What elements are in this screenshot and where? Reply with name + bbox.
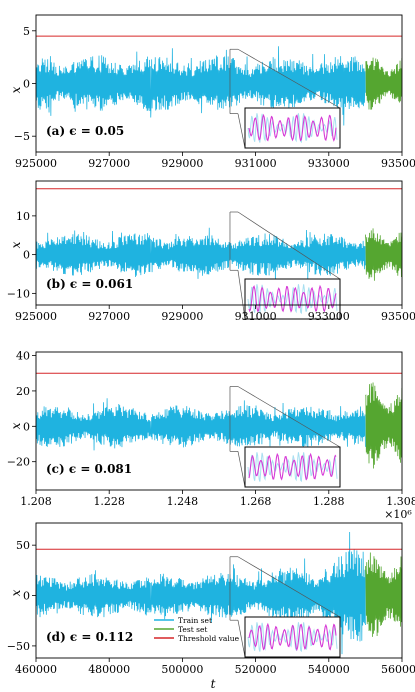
x-tick-label-c: 1.208 [20, 495, 52, 508]
x-scale-label-c: ×10⁶ [384, 508, 412, 521]
train-series-c [36, 398, 366, 452]
zoom-connector-bottom-c [237, 451, 246, 488]
legend-label-train: Train set [178, 616, 212, 625]
zoom-connector-top-c [237, 386, 341, 448]
inset-background-trace-d [247, 622, 338, 653]
panel-d: 460000 480000 500000 520000 540000 560000 50 0 −… [7, 522, 415, 676]
y-tick-label-d: −50 [7, 640, 30, 653]
x-tick-label-b: 931000 [235, 310, 277, 323]
x-tick-label-c: 1.268 [240, 495, 272, 508]
axes-frame-b [35, 180, 403, 306]
x-tick-label-c: 1.228 [93, 495, 125, 508]
zoom-connector-bottom-b [237, 270, 246, 320]
legend-label-threshold: Threshold value [178, 634, 240, 643]
x-tick-label-d: 480000 [88, 663, 130, 676]
x-tick-label-a: 927000 [88, 157, 130, 170]
legend-label-test: Test set [178, 625, 207, 634]
y-axis-label-b: x [9, 241, 23, 248]
y-axis-label-d: x [9, 589, 23, 596]
axes-frame-d [35, 522, 403, 659]
x-tick-label-a: 925000 [15, 157, 57, 170]
x-tick-label-d: 460000 [15, 663, 57, 676]
y-tick-label-c: 20 [16, 385, 30, 398]
zoom-connector-top-a [237, 48, 341, 109]
y-tick-label-b: −10 [7, 287, 30, 300]
test-series-c [365, 382, 402, 469]
x-tick-label-a: 929000 [161, 157, 203, 170]
inset-trace-a [248, 113, 337, 142]
y-tick-label-b: 10 [16, 210, 30, 223]
inset-trace-d [248, 622, 337, 652]
panel-label-c: (c) ϵ = 0.081 [46, 462, 132, 476]
x-tick-label-a: 931000 [235, 157, 277, 170]
x-tick-label-c: 1.288 [313, 495, 345, 508]
train-series-b [36, 227, 366, 283]
zoom-connector-top-d [237, 556, 341, 618]
y-tick-label-c: 0 [23, 420, 30, 433]
y-tick-label-b: 0 [23, 249, 30, 262]
y-tick-label-a: 0 [23, 78, 30, 91]
y-axis-label-a: x [9, 86, 23, 93]
x-tick-label-c: 1.248 [167, 495, 199, 508]
x-tick-label-b: 929000 [161, 310, 203, 323]
train-series-a [36, 46, 366, 126]
zoom-connector-bottom-a [237, 113, 246, 149]
x-tick-label-c: 1.308 [386, 495, 415, 508]
panel-a: 925000 927000 929000 931000 933000 935000 5 0 −5… [14, 14, 415, 170]
panels: 92500092700092900093100093300093500050−5… [7, 14, 415, 676]
test-series-b [365, 228, 402, 281]
x-tick-label-a: 933000 [308, 157, 350, 170]
y-tick-label-d: 0 [23, 590, 30, 603]
panel-label-d: (d) ϵ = 0.112 [46, 630, 133, 644]
y-tick-label-c: −20 [7, 456, 30, 469]
x-tick-label-d: 520000 [235, 663, 277, 676]
zoom-connector-bottom-d [237, 620, 246, 658]
axes-frame-c [35, 351, 403, 491]
panel-c: 1.208 1.228 1.248 1.268 1.288 1.308 40 20 0 −20 (c… [7, 350, 415, 521]
x-tick-label-d: 500000 [161, 663, 203, 676]
panel-b: 925000 927000 929000 931000 933000 935000 10 0 −… [7, 180, 415, 323]
inset-background-trace-c [247, 452, 338, 483]
y-tick-label-a: 5 [23, 25, 30, 38]
x-tick-label-b: 925000 [15, 310, 57, 323]
test-series-a [365, 57, 402, 110]
zoom-connector-top-b [237, 211, 341, 280]
x-tick-label-a: 935000 [381, 157, 415, 170]
test-series-d [365, 552, 402, 637]
x-tick-label-b: 933000 [308, 310, 350, 323]
y-tick-label-a: −5 [14, 130, 30, 143]
panel-label-a: (a) ϵ = 0.05 [46, 124, 124, 138]
train-series-d [36, 532, 366, 655]
x-tick-label-b: 927000 [88, 310, 130, 323]
x-tick-label-b: 935000 [381, 310, 415, 323]
y-tick-label-d: 50 [16, 539, 30, 552]
x-tick-label-d: 540000 [308, 663, 350, 676]
y-axis-label-c: x [9, 422, 23, 429]
x-tick-label-d: 560000 [381, 663, 415, 676]
x-axis-label: t [211, 677, 216, 691]
y-tick-label-c: 40 [16, 350, 30, 363]
inset-trace-c [248, 452, 337, 481]
panel-label-b: (b) ϵ = 0.061 [46, 277, 133, 291]
